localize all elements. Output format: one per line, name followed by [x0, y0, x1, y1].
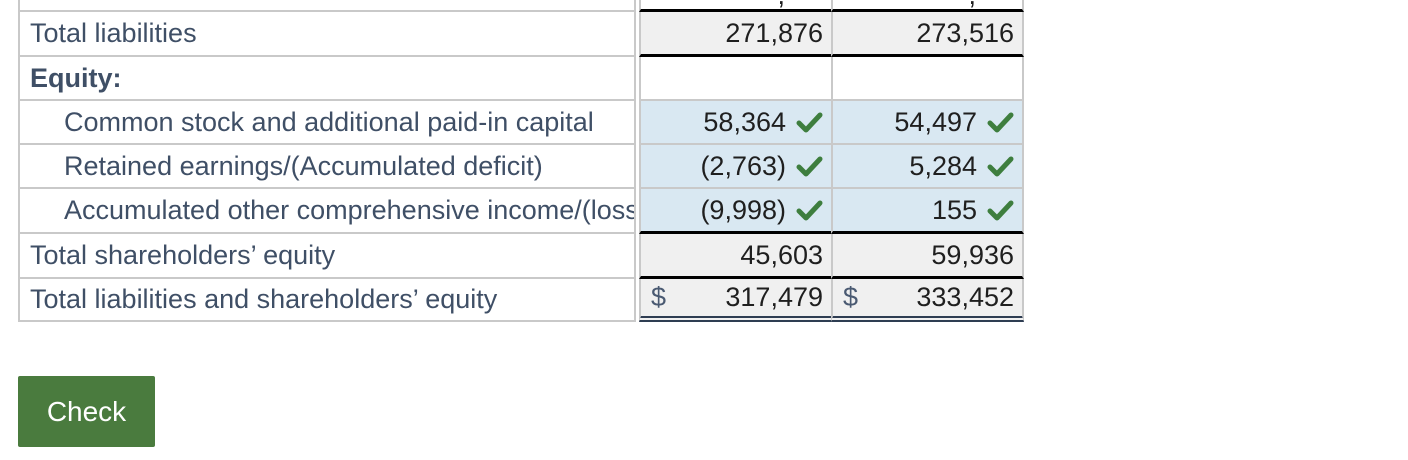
- row-label-cell: [18, 0, 636, 12]
- grand-total-value: 333,452: [916, 282, 1014, 312]
- check-icon: [987, 111, 1014, 134]
- row-label-cell: Equity:: [18, 57, 636, 101]
- value-cell-col2: 273,516: [831, 12, 1024, 57]
- answer-value: 58,364: [703, 106, 786, 137]
- clipped-number-descender: ,: [968, 0, 976, 9]
- check-icon: [987, 155, 1014, 178]
- currency-symbol: $: [843, 282, 859, 312]
- row-label-cell: Total liabilities: [18, 12, 636, 57]
- table-row: Total liabilities 271,876 273,516: [18, 12, 1024, 57]
- row-label-cell: Accumulated other comprehensive income/(…: [18, 189, 636, 234]
- answer-value: (9,998): [700, 194, 786, 225]
- value-cell-col1: [639, 57, 831, 101]
- balance-sheet-table: , , Total liabilities 271,876 273,516 Eq…: [18, 0, 1024, 322]
- answer-cell-col1[interactable]: (2,763): [639, 145, 831, 189]
- row-label-cell: Retained earnings/(Accumulated deficit): [18, 145, 636, 189]
- value-cell-col1: ,: [639, 0, 831, 12]
- check-button[interactable]: Check: [18, 376, 155, 447]
- answer-cell-col2[interactable]: 155: [831, 189, 1024, 234]
- check-icon: [796, 155, 823, 178]
- answer-value: 5,284: [909, 150, 977, 181]
- check-icon: [796, 199, 823, 222]
- row-label-cell: Total liabilities and shareholders’ equi…: [18, 279, 636, 322]
- currency-symbol: $: [651, 282, 667, 312]
- table-row-clipped: , ,: [18, 0, 1024, 12]
- table-row: Total shareholders’ equity 45,603 59,936: [18, 234, 1024, 279]
- grand-total-value: 317,479: [725, 282, 823, 312]
- value-cell-col2: [831, 57, 1024, 101]
- answer-value: 54,497: [894, 106, 977, 137]
- table-row: Accumulated other comprehensive income/(…: [18, 189, 1024, 234]
- answer-cell-col1[interactable]: (9,998): [639, 189, 831, 234]
- value-cell-col1: 271,876: [639, 12, 831, 57]
- table-row: Equity:: [18, 57, 1024, 101]
- answer-cell-col2[interactable]: 54,497: [831, 101, 1024, 145]
- value-cell-col1: 45,603: [639, 234, 831, 279]
- value-cell-col2: $ 333,452: [831, 279, 1024, 322]
- answer-cell-col2[interactable]: 5,284: [831, 145, 1024, 189]
- row-label-cell: Common stock and additional paid-in capi…: [18, 101, 636, 145]
- clipped-number-descender: ,: [777, 0, 785, 9]
- value-cell-col2: ,: [831, 0, 1024, 12]
- table-row: Total liabilities and shareholders’ equi…: [18, 279, 1024, 322]
- table-row: Common stock and additional paid-in capi…: [18, 101, 1024, 145]
- answer-value: (2,763): [700, 150, 786, 181]
- check-icon: [796, 111, 823, 134]
- answer-cell-col1[interactable]: 58,364: [639, 101, 831, 145]
- table-row: Retained earnings/(Accumulated deficit) …: [18, 145, 1024, 189]
- row-label-cell: Total shareholders’ equity: [18, 234, 636, 279]
- answer-value: 155: [931, 194, 977, 225]
- value-cell-col2: 59,936: [831, 234, 1024, 279]
- check-icon: [987, 199, 1014, 222]
- value-cell-col1: $ 317,479: [639, 279, 831, 322]
